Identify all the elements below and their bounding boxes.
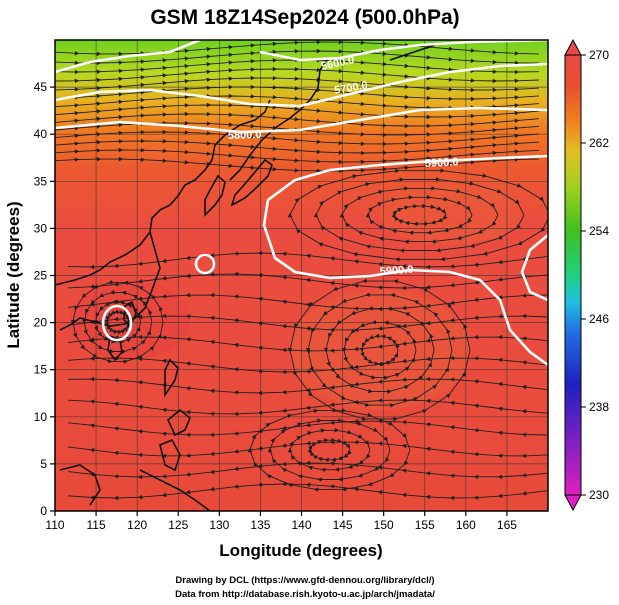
colorbar-body <box>564 54 582 496</box>
x-tick-label: 160 <box>456 518 476 532</box>
colorbar-tick-label: 246 <box>589 312 609 326</box>
x-tick-label: 140 <box>291 518 311 532</box>
y-tick-label: 35 <box>34 174 48 188</box>
x-tick-label: 155 <box>415 518 435 532</box>
streamline <box>67 313 548 333</box>
y-tick-label: 25 <box>34 269 48 283</box>
colorbar-tick-label: 270 <box>589 48 609 62</box>
colorbar-tick-label: 254 <box>589 224 609 238</box>
credit-data: Data from http://database.rish.kyoto-u.a… <box>175 589 435 600</box>
streamline <box>67 397 548 417</box>
contour-label-5700: 5700.0 <box>333 79 368 97</box>
contour-label-5900-north: 5900.0 <box>425 156 459 170</box>
y-tick-label: 45 <box>34 80 48 94</box>
y-axis: 0 5 10 15 20 25 30 35 40 45 <box>34 80 55 518</box>
credit-drawing: Drawing by DCL (https://www.gfd-dennou.o… <box>175 575 434 586</box>
x-tick-label: 135 <box>250 518 270 532</box>
x-tick-label: 110 <box>45 518 64 532</box>
contour-label-5800: 5800.0 <box>228 129 262 142</box>
y-tick-label: 40 <box>34 127 48 141</box>
x-tick-label: 125 <box>168 518 188 532</box>
colorbar: 270 262 254 246 238 230 <box>564 38 609 512</box>
streamline <box>67 355 548 375</box>
colorbar-tick-label: 262 <box>589 136 609 150</box>
y-axis-label: Latitude (degrees) <box>4 201 23 348</box>
x-tick-label: 150 <box>374 518 394 532</box>
streamline <box>67 460 548 480</box>
colorbar-tick-label: 230 <box>589 488 609 502</box>
x-axis: 110 115 120 125 130 135 140 145 150 155 160 165 <box>45 511 517 532</box>
x-tick-label: 165 <box>497 518 517 532</box>
x-tick-label: 130 <box>209 518 229 532</box>
streamline <box>67 271 548 291</box>
plot-area <box>55 40 548 511</box>
colorbar-top-triangle <box>564 38 582 56</box>
streamlines <box>55 40 548 501</box>
x-axis-label: Longitude (degrees) <box>219 541 382 560</box>
y-tick-label: 5 <box>40 457 47 471</box>
colorbar-tick-label: 238 <box>589 400 609 414</box>
streamline <box>67 334 548 354</box>
y-tick-label: 10 <box>34 410 48 424</box>
y-tick-label: 15 <box>34 363 48 377</box>
chart-title: GSM 18Z14Sep2024 (500.0hPa) <box>150 6 459 29</box>
height-contours <box>55 40 548 367</box>
x-tick-label: 145 <box>333 518 353 532</box>
y-tick-label: 30 <box>34 221 48 235</box>
streamline <box>67 439 548 459</box>
streamline <box>67 376 548 396</box>
x-tick-label: 120 <box>127 518 147 532</box>
streamline <box>67 481 548 501</box>
warm-patch <box>290 290 470 410</box>
streamline <box>67 418 548 438</box>
x-tick-label: 115 <box>87 518 106 532</box>
y-tick-label: 20 <box>34 316 48 330</box>
colorbar-bottom-triangle <box>564 494 582 512</box>
contour-label-5900-south: 5900.0 <box>379 264 413 278</box>
streamline <box>67 250 548 270</box>
y-tick-label: 0 <box>40 504 47 518</box>
warm-patch-3 <box>380 185 520 245</box>
